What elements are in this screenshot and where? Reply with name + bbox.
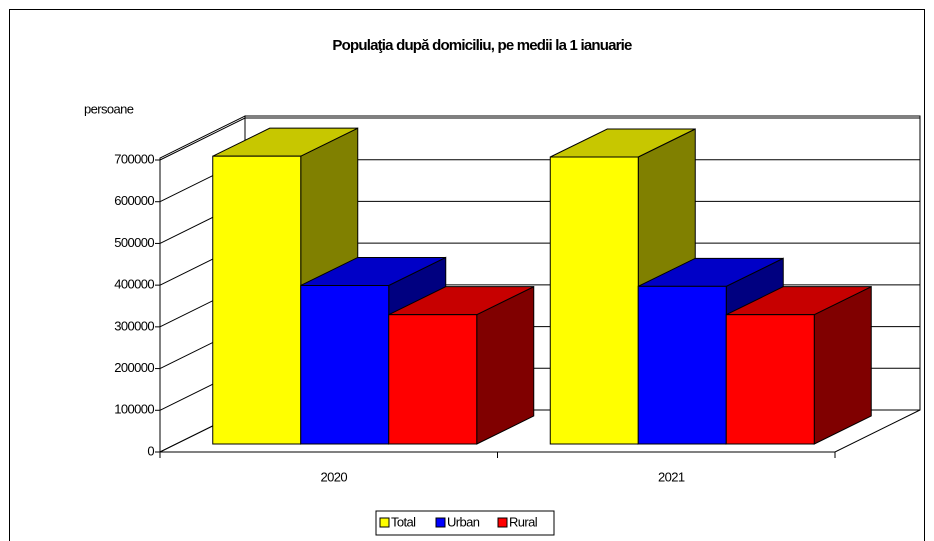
y-tick-label: 0 — [147, 443, 154, 458]
bar — [725, 314, 815, 445]
legend-swatch — [379, 517, 390, 528]
grid-line — [159, 117, 920, 161]
bar — [300, 284, 390, 445]
chart-title: Populaţia după domiciliu, pe medii la 1 … — [332, 37, 632, 54]
bar — [212, 155, 302, 445]
legend-label: Urban — [447, 514, 480, 529]
legend-swatch — [497, 517, 508, 528]
y-tick-label: 200000 — [114, 360, 154, 375]
bar — [388, 314, 478, 445]
x-tick-label: 2020 — [320, 469, 347, 484]
legend-label: Total — [391, 514, 416, 529]
legend-label: Rural — [509, 514, 538, 529]
bar — [637, 285, 727, 445]
y-axis-label: persoane — [84, 101, 134, 116]
x-tick-label: 2021 — [658, 469, 685, 484]
legend-swatch — [435, 517, 446, 528]
y-tick-label: 600000 — [114, 193, 154, 208]
y-tick-label: 400000 — [114, 277, 154, 292]
legend-frame — [375, 510, 555, 536]
y-tick-label: 700000 — [114, 151, 154, 166]
bar — [549, 156, 639, 445]
y-tick-label: 500000 — [114, 235, 154, 250]
y-tick-label: 300000 — [114, 318, 154, 333]
y-tick-label: 100000 — [114, 402, 154, 417]
